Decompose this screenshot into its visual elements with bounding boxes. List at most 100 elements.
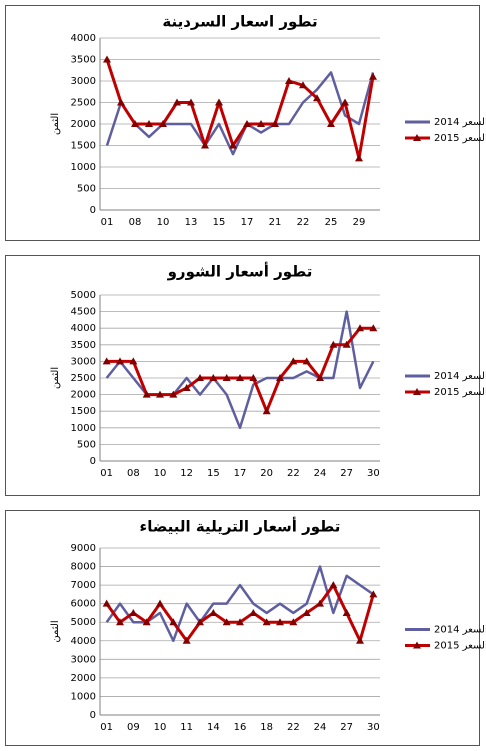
x-tick-label: 22 (287, 468, 300, 479)
marker (209, 374, 218, 381)
legend-label: 2014 السعر (434, 371, 486, 382)
x-tick-label: 20 (260, 468, 273, 479)
marker (156, 390, 164, 398)
marker (356, 324, 364, 332)
y-tick-label: 2000 (71, 119, 96, 130)
x-tick-label: 21 (269, 217, 282, 228)
y-axis-label: الثمن (50, 620, 61, 642)
marker (209, 608, 218, 616)
marker (169, 390, 178, 398)
marker (276, 618, 284, 626)
marker (215, 98, 223, 106)
marker (182, 636, 191, 644)
marker (313, 94, 321, 102)
x-tick-label: 08 (127, 468, 140, 479)
marker (116, 618, 124, 626)
marker (262, 618, 271, 626)
marker (271, 120, 279, 127)
y-tick-label: 4000 (71, 33, 96, 44)
chart-panel (5, 5, 480, 241)
x-tick-label: 25 (325, 217, 338, 228)
marker (159, 120, 167, 127)
y-tick-label: 4500 (71, 307, 96, 318)
legend-marker (413, 641, 421, 649)
marker (369, 324, 378, 332)
marker (103, 55, 111, 63)
y-tick-label: 2000 (71, 390, 96, 401)
chart-panel (5, 255, 480, 496)
legend-label: 2015 السعر (434, 387, 486, 398)
y-tick-label: 4000 (71, 636, 96, 647)
y-tick-label: 8000 (71, 562, 96, 573)
x-tick-label: 22 (297, 217, 310, 228)
y-tick-label: 4000 (71, 323, 96, 334)
marker (117, 98, 125, 106)
marker (222, 618, 231, 626)
y-tick-label: 3000 (71, 654, 96, 665)
marker (327, 120, 335, 127)
x-tick-label: 24 (314, 722, 327, 733)
legend-label: 2015 السعر (434, 133, 486, 144)
y-tick-label: 1500 (71, 406, 96, 417)
legend-label: 2015 السعر (434, 641, 486, 652)
marker (342, 608, 351, 616)
marker (249, 608, 258, 616)
chart-panel (5, 510, 480, 746)
y-tick-label: 3500 (71, 340, 96, 351)
y-tick-label: 1000 (71, 691, 96, 702)
marker (182, 383, 191, 391)
marker (341, 98, 349, 106)
marker (262, 407, 271, 415)
marker (129, 608, 138, 616)
marker (289, 357, 298, 365)
x-tick-label: 30 (367, 468, 380, 479)
marker (302, 357, 311, 365)
x-tick-label: 22 (287, 722, 300, 733)
x-tick-label: 15 (207, 468, 220, 479)
series-line (105, 71, 375, 156)
marker (329, 581, 338, 589)
x-tick-label: 29 (353, 217, 366, 228)
x-tick-label: 18 (260, 722, 273, 733)
marker (201, 141, 209, 149)
marker (299, 81, 307, 89)
y-axis-label: الثمن (50, 367, 61, 389)
marker (156, 599, 164, 607)
marker (142, 618, 151, 626)
marker (102, 357, 111, 365)
marker (142, 390, 151, 398)
marker (316, 374, 324, 381)
marker (356, 636, 364, 644)
y-tick-label: 3000 (71, 356, 96, 367)
marker (169, 618, 178, 626)
y-tick-label: 3500 (71, 55, 96, 66)
x-tick-label: 10 (154, 722, 167, 733)
x-tick-label: 30 (367, 722, 380, 733)
x-tick-label: 17 (241, 217, 254, 228)
x-tick-label: 24 (314, 468, 327, 479)
x-tick-label: 17 (234, 468, 247, 479)
y-tick-label: 2500 (71, 98, 96, 109)
marker (196, 618, 204, 626)
y-tick-label: 5000 (71, 617, 96, 628)
marker (173, 98, 181, 106)
marker (249, 374, 258, 381)
legend-marker (413, 388, 421, 395)
marker (236, 374, 244, 381)
marker (342, 340, 351, 348)
marker (316, 599, 324, 607)
x-tick-label: 12 (180, 468, 193, 479)
y-tick-label: 2000 (71, 673, 96, 684)
y-tick-label: 500 (77, 439, 96, 450)
marker (102, 599, 111, 607)
marker (329, 340, 338, 348)
marker (145, 120, 153, 127)
marker (129, 357, 138, 365)
y-tick-label: 2500 (71, 373, 96, 384)
y-tick-label: 6000 (71, 599, 96, 610)
y-tick-label: 1000 (71, 423, 96, 434)
marker (229, 141, 237, 149)
marker (116, 357, 124, 365)
marker (285, 77, 293, 84)
